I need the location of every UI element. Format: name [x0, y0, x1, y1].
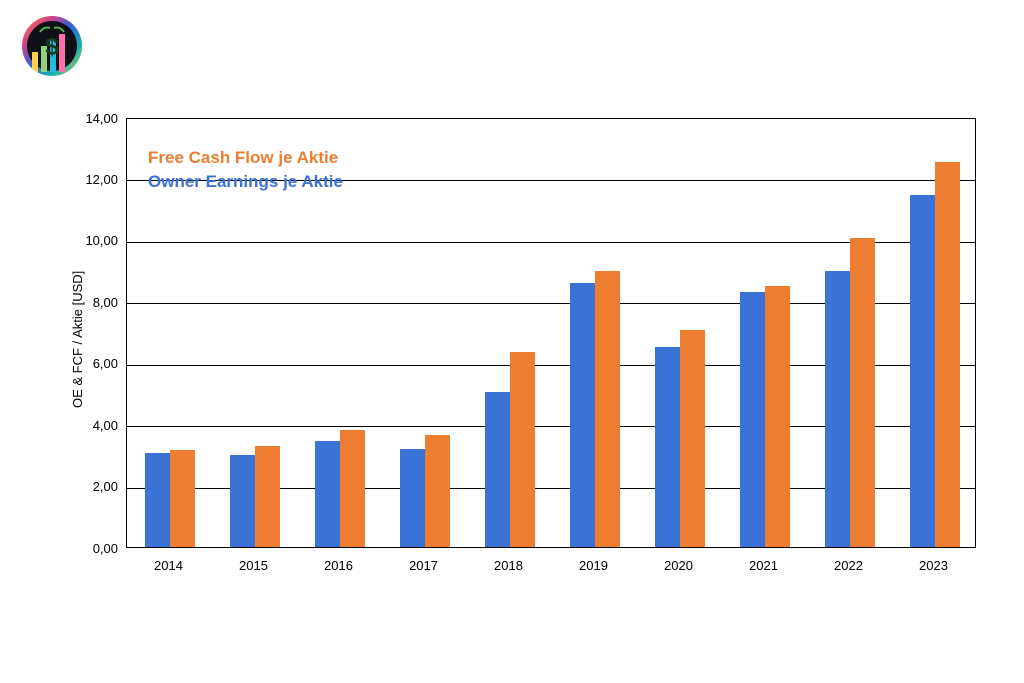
bar-2016-series0: [315, 441, 340, 547]
bar-2023-series0: [910, 195, 935, 547]
bar-2017-series1: [425, 435, 450, 547]
bar-2022-series0: [825, 271, 850, 547]
gridline: [127, 242, 975, 243]
bar-2021-series1: [765, 286, 790, 547]
x-tick-label: 2023: [919, 558, 948, 573]
bar-2015-series0: [230, 455, 255, 547]
x-tick-label: 2014: [154, 558, 183, 573]
y-tick-label: 14,00: [85, 111, 118, 126]
y-tick-label: 6,00: [93, 356, 118, 371]
bar-2022-series1: [850, 238, 875, 547]
y-tick-label: 8,00: [93, 295, 118, 310]
y-tick-label: 4,00: [93, 418, 118, 433]
bar-2020-series0: [655, 347, 680, 547]
bar-2014-series0: [145, 453, 170, 547]
x-tick-label: 2016: [324, 558, 353, 573]
bar-2019-series0: [570, 283, 595, 547]
y-tick-label: 2,00: [93, 479, 118, 494]
x-tick-label: 2015: [239, 558, 268, 573]
x-tick-label: 2020: [664, 558, 693, 573]
bar-2021-series0: [740, 292, 765, 547]
x-tick-label: 2018: [494, 558, 523, 573]
bar-2015-series1: [255, 446, 280, 547]
bar-2019-series1: [595, 271, 620, 547]
bar-2020-series1: [680, 330, 705, 547]
bar-2017-series0: [400, 449, 425, 547]
y-tick-label: 0,00: [93, 541, 118, 556]
y-axis-label: OE & FCF / Aktie [USD]: [70, 271, 85, 408]
site-logo: $: [20, 14, 84, 78]
bar-2014-series1: [170, 450, 195, 547]
x-tick-label: 2017: [409, 558, 438, 573]
bar-2016-series1: [340, 430, 365, 547]
x-tick-label: 2022: [834, 558, 863, 573]
legend-item-owner-earnings: Owner Earnings je Aktie: [148, 172, 343, 192]
svg-text:$: $: [45, 33, 59, 60]
bar-2018-series0: [485, 392, 510, 547]
y-tick-label: 10,00: [85, 233, 118, 248]
legend-item-free-cash-flow: Free Cash Flow je Aktie: [148, 148, 343, 168]
bar-2018-series1: [510, 352, 535, 547]
x-tick-label: 2021: [749, 558, 778, 573]
chart-legend: Free Cash Flow je Aktie Owner Earnings j…: [148, 148, 343, 192]
x-tick-label: 2019: [579, 558, 608, 573]
y-tick-label: 12,00: [85, 172, 118, 187]
bar-2023-series1: [935, 162, 960, 547]
